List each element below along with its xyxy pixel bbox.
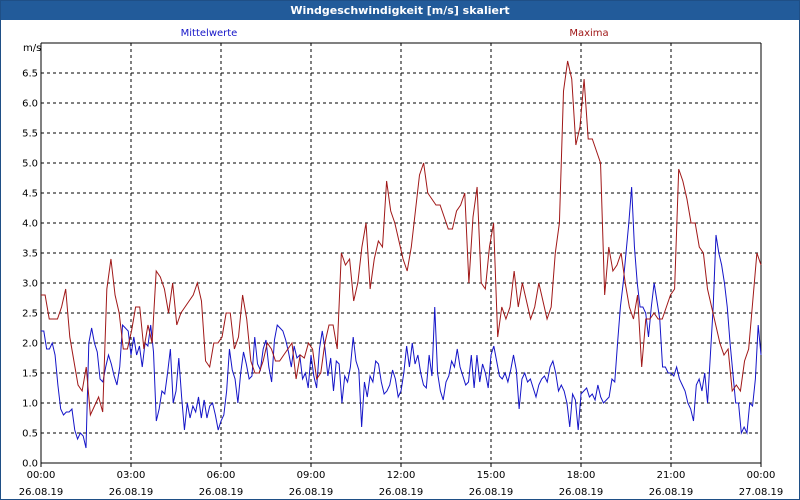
- legend-mean: Mittelwerte: [181, 28, 238, 39]
- x-tick-date: 26.08.19: [19, 487, 64, 498]
- y-tick-label: 1.5: [22, 369, 38, 380]
- x-tick-date: 26.08.19: [469, 487, 514, 498]
- x-tick-time: 06:00: [207, 470, 236, 481]
- y-tick-label: 5.0: [22, 159, 38, 170]
- y-tick-label: 3.5: [22, 249, 38, 260]
- x-tick-time: 15:00: [477, 470, 506, 481]
- series-line-mean: [41, 186, 762, 449]
- x-tick-date: 26.08.19: [649, 487, 694, 498]
- y-tick-label: 4.5: [22, 189, 38, 200]
- y-tick-labels: 0.0 0.5 1.0 1.5 2.0 2.5 3.0 3.5 4.0 4.5 5.0 5.5 6.0 6…: [22, 69, 38, 470]
- x-tick-time: 12:00: [387, 470, 416, 481]
- chart-area: Mittelwerte Maxima m/s 0.0 0.5 1.0 1.5 2.0 2.…: [19, 28, 784, 498]
- y-tick-label: 1.0: [22, 399, 38, 410]
- y-tick-label: 6.5: [22, 69, 38, 80]
- x-tick-date: 26.08.19: [109, 487, 154, 498]
- y-tick-label: 2.5: [22, 309, 38, 320]
- legend-max: Maxima: [569, 28, 608, 39]
- x-tick-time: 00:00: [747, 470, 776, 481]
- x-tick-time: 18:00: [567, 470, 596, 481]
- series-lines: [41, 60, 762, 449]
- series-line-max: [41, 60, 762, 417]
- y-tick-label: 4.0: [22, 219, 38, 230]
- axes: [40, 42, 762, 467]
- x-tick-time: 03:00: [117, 470, 146, 481]
- y-tick-label: 6.0: [22, 99, 38, 110]
- x-tick-time: 00:00: [27, 470, 56, 481]
- x-tick-date: 26.08.19: [559, 487, 604, 498]
- x-tick-date: 26.08.19: [289, 487, 334, 498]
- x-tick-date: 26.08.19: [379, 487, 424, 498]
- y-tick-label: 0.0: [22, 459, 38, 470]
- window-title: Windgeschwindigkeit [m/s] skaliert: [1, 1, 799, 20]
- x-tick-date: 26.08.19: [199, 487, 244, 498]
- grid: [41, 43, 761, 463]
- y-tick-label: 2.0: [22, 339, 38, 350]
- x-tick-labels: 00:00 26.08.19 03:00 26.08.19 06:00 26.08.19 0…: [19, 470, 784, 498]
- x-tick-time: 21:00: [657, 470, 686, 481]
- y-unit-label: m/s: [23, 43, 41, 54]
- x-tick-date: 27.08.19: [739, 487, 784, 498]
- y-tick-label: 5.5: [22, 129, 38, 140]
- y-tick-label: 0.5: [22, 429, 38, 440]
- y-tick-label: 3.0: [22, 279, 38, 290]
- x-tick-time: 09:00: [297, 470, 326, 481]
